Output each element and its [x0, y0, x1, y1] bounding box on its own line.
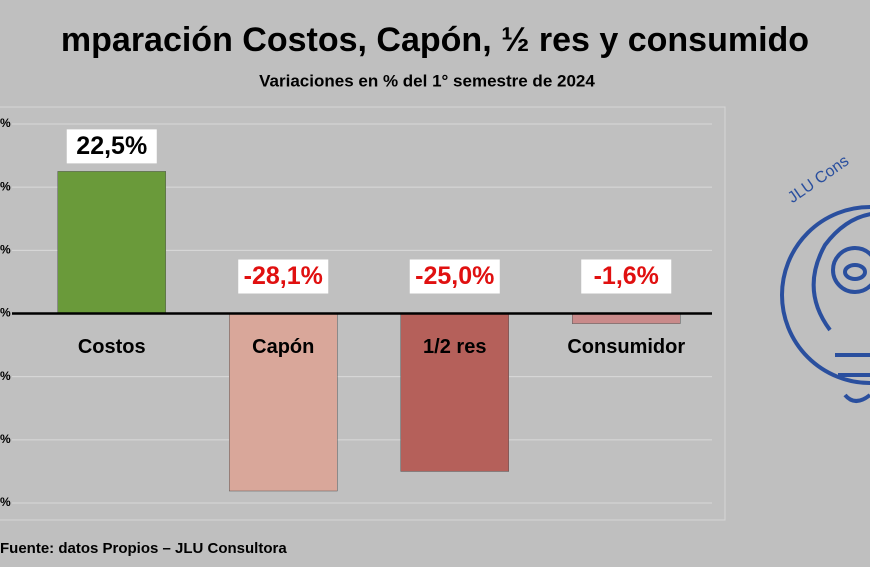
source-note: Fuente: datos Propios – JLU Consultora — [0, 540, 287, 557]
y-tick-label: % — [0, 495, 11, 509]
y-tick-label: % — [0, 369, 11, 383]
chart-title: mparación Costos, Capón, ½ res y consumi… — [61, 21, 809, 59]
bar — [229, 313, 338, 492]
value-label: -25,0% — [415, 262, 494, 290]
bar — [57, 171, 166, 314]
value-label-box — [409, 259, 500, 294]
y-tick-label: % — [0, 432, 11, 446]
category-label: Consumidor — [567, 336, 685, 358]
bar — [400, 313, 509, 472]
bar — [572, 313, 681, 324]
category-label: Costos — [78, 336, 146, 358]
value-label-box — [581, 259, 672, 294]
value-label: -28,1% — [244, 262, 323, 290]
value-label: 22,5% — [76, 132, 147, 160]
value-label: -1,6% — [594, 262, 659, 290]
value-label-box — [238, 259, 329, 294]
chart-subtitle: Variaciones en % del 1° semestre de 2024 — [259, 71, 595, 90]
category-label: Capón — [252, 336, 314, 358]
category-label: 1/2 res — [423, 336, 486, 358]
logo — [780, 205, 870, 403]
y-tick-label: % — [0, 116, 11, 130]
y-tick-label: % — [0, 306, 11, 320]
y-tick-label: % — [0, 243, 11, 257]
value-label-box — [66, 129, 157, 164]
y-tick-label: % — [0, 179, 11, 193]
